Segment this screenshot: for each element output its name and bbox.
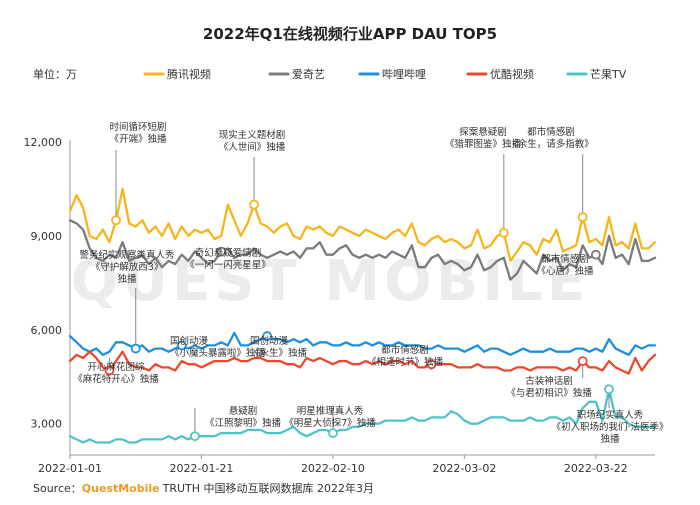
series-line-2 bbox=[68, 331, 657, 356]
x-tick-label: 2022-03-02 bbox=[432, 462, 496, 475]
source-note: Source：QuestMobile TRUTH 中国移动互联网数据库 2022年… bbox=[33, 481, 374, 495]
annotation-text-7: 《小魔头暴露啦》独播 bbox=[170, 347, 266, 359]
annotation-text-12: 悬疑剧 bbox=[229, 406, 258, 417]
annotation-marker-10 bbox=[426, 359, 437, 370]
annotation-text-5: 都市情感剧 bbox=[541, 253, 589, 265]
x-tick-label: 2022-01-01 bbox=[38, 462, 102, 475]
annotation-text-13: 《明星大侦探7》独播 bbox=[284, 417, 376, 429]
annotation-marker-3 bbox=[577, 212, 588, 223]
annotation-text-6: 警务纪实观察类真人秀 bbox=[79, 249, 175, 261]
annotation-text-2: 《猎罪图鉴》独播 bbox=[445, 138, 522, 150]
y-tick-label: 12,000 bbox=[24, 136, 63, 149]
annotation-marker-2 bbox=[498, 227, 509, 238]
annotation-marker-7 bbox=[176, 340, 187, 351]
annotation-marker-1 bbox=[249, 199, 259, 210]
annotation-text-7: 国创动漫 bbox=[170, 335, 209, 347]
source-brand: QuestMobile bbox=[82, 482, 160, 495]
annotation-text-3: 都市情感剧 bbox=[527, 126, 575, 138]
legend-label-2: 哔哩哔哩 bbox=[382, 68, 426, 81]
annotation-marker-4 bbox=[216, 246, 227, 257]
annotation-text-9: 《麻花特开心》独播 bbox=[73, 373, 159, 385]
annotation-text-3: 《余生，请多指教》 bbox=[508, 138, 594, 150]
annotation-marker-14 bbox=[604, 384, 614, 395]
annotation-text-10: 《相逢时节》独播 bbox=[367, 356, 444, 368]
annotation-marker-8 bbox=[262, 331, 273, 341]
series-line-0 bbox=[68, 187, 657, 263]
x-tick-label: 2022-01-21 bbox=[169, 462, 233, 475]
annotation-text-11: 《与君初相识》独播 bbox=[506, 387, 592, 399]
y-tick-label: 9,000 bbox=[31, 230, 63, 243]
annotation-text-14: 《初入职场的我们·法医季》 bbox=[551, 421, 668, 433]
source-prefix: Source： bbox=[33, 482, 82, 495]
annotation-marker-13 bbox=[328, 428, 338, 438]
series-line-1 bbox=[68, 219, 657, 281]
series-layer bbox=[68, 187, 657, 444]
x-tick-label: 2022-03-22 bbox=[564, 462, 628, 475]
legend-label-3: 优酷视频 bbox=[490, 67, 534, 81]
source-suffix: TRUTH 中国移动互联网数据库 2022年3月 bbox=[162, 481, 374, 495]
annotation-text-4: 《一闪一闪亮星星》 bbox=[185, 259, 271, 271]
legend-label-0: 腾讯视频 bbox=[167, 67, 211, 81]
legend-label-1: 爱奇艺 bbox=[292, 68, 325, 81]
annotation-marker-0 bbox=[111, 215, 121, 226]
annotation-text-14: 职场纪实真人秀 bbox=[577, 409, 644, 421]
annotation-text-4: 奇幻悬疑爱情剧 bbox=[195, 247, 262, 259]
unit-label: 单位：万 bbox=[33, 67, 77, 81]
annotation-text-0: 时间循环短剧 bbox=[109, 121, 166, 133]
series-line-4 bbox=[68, 388, 657, 444]
annotation-text-2: 探案悬疑剧 bbox=[459, 126, 507, 138]
annotation-text-6: 独播 bbox=[117, 273, 137, 285]
annotation-text-13: 明星推理真人秀 bbox=[297, 405, 364, 417]
series-line-3 bbox=[68, 350, 657, 375]
annotation-marker-6 bbox=[130, 343, 141, 354]
annotation-marker-11 bbox=[577, 356, 588, 367]
annotation-text-12: 《江照黎明》独播 bbox=[205, 417, 282, 429]
annotation-text-5: 《心居》独播 bbox=[536, 265, 594, 277]
annotation-text-8: 《永生》独播 bbox=[250, 347, 308, 359]
legend-label-4: 芒果TV bbox=[590, 68, 627, 81]
annotation-text-0: 《开端》独播 bbox=[109, 133, 167, 145]
annotation-text-1: 现实主义题材剧 bbox=[219, 129, 286, 141]
annotation-layer: 时间循环短剧《开端》独播 现实主义题材剧《人世间》独播探案悬疑剧《猎罪图鉴》独播都… bbox=[73, 121, 668, 445]
annotation-marker-9 bbox=[104, 365, 115, 376]
x-tick-label: 2022-02-10 bbox=[301, 462, 365, 475]
annotation-text-9: 开心麻花团综 bbox=[87, 361, 145, 373]
y-tick-label: 3,000 bbox=[31, 418, 63, 431]
legend: 腾讯视频 爱奇艺 哔哩哔哩 优酷视频 芒果TV bbox=[143, 67, 627, 81]
axes: 3,000 6,000 9,000 12,000 2022-01-01 2022-01-2… bbox=[24, 136, 655, 475]
annotation-text-6: 《守护解放西3》 bbox=[91, 261, 164, 273]
annotation-text-1: 《人世间》独播 bbox=[219, 141, 286, 153]
y-tick-label: 6,000 bbox=[31, 324, 63, 337]
annotation-marker-12 bbox=[189, 431, 200, 442]
chart-title: 2022年Q1在线视频行业APP DAU TOP5 bbox=[203, 25, 497, 43]
annotation-text-11: 古装神话剧 bbox=[525, 375, 573, 387]
annotation-text-14: 独播 bbox=[600, 433, 620, 445]
annotation-text-10: 都市情感剧 bbox=[381, 344, 429, 356]
annotation-text-8: 国创动漫 bbox=[250, 335, 289, 347]
annotation-marker-5 bbox=[590, 249, 601, 260]
